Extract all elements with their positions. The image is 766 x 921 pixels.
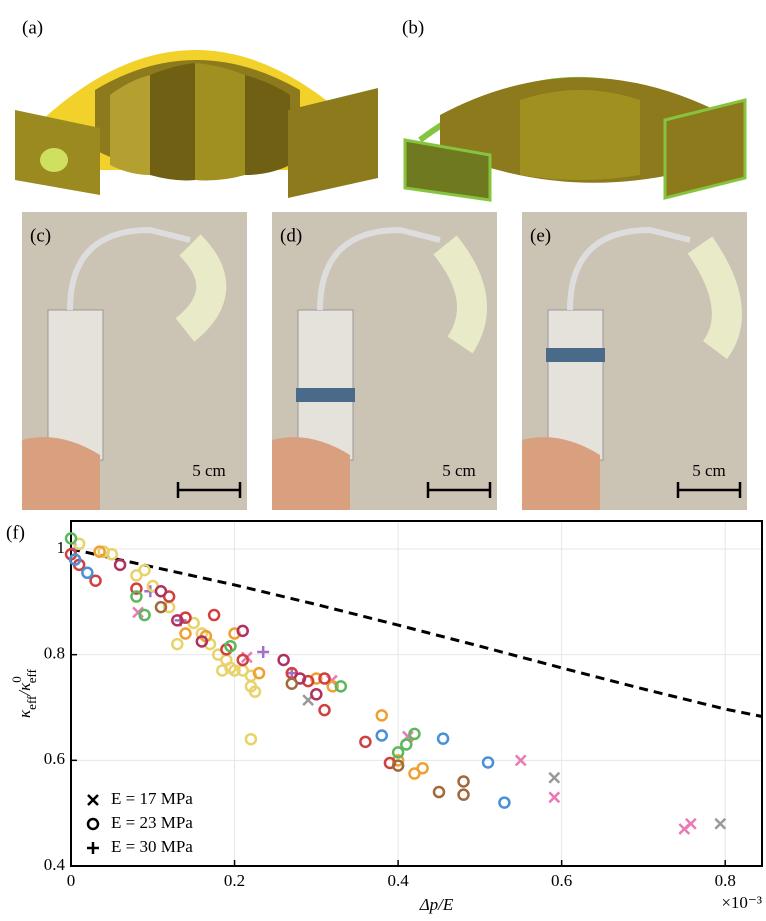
y-tick-label: 0.4 (44, 855, 66, 874)
point (418, 763, 428, 773)
figure: (a) (b) (c) (d) (e) 5 cm 5 (0, 0, 766, 921)
panel-label: (b) (402, 17, 424, 38)
point (115, 560, 125, 570)
x-axis-label: Δp/E (419, 895, 454, 914)
y-label-part: eff (24, 695, 39, 710)
y-tick-label: 1 (57, 538, 66, 557)
y-tick-label: 0.8 (44, 644, 65, 663)
point (549, 792, 559, 802)
point (82, 568, 92, 578)
point (180, 629, 190, 639)
point (91, 576, 101, 586)
legend-marker (87, 842, 99, 854)
panel-label: (f) (6, 522, 25, 543)
x-tick-label: 0.8 (715, 871, 736, 890)
scale-label: 5 cm (192, 461, 226, 480)
point (459, 776, 469, 786)
scale-label: 5 cm (692, 461, 726, 480)
render-a (15, 50, 378, 198)
point (360, 737, 370, 747)
legend-label: E = 17 MPa (111, 789, 193, 808)
point (686, 819, 696, 829)
point (438, 734, 448, 744)
x-tick-label: 0.2 (224, 871, 245, 890)
y-label-part: eff (24, 668, 39, 683)
panel-label: (e) (530, 225, 551, 246)
point (172, 639, 182, 649)
panel-label: (d) (280, 225, 302, 246)
chart: 0 0.2 0.4 0.6 0.8 0.4 0.6 0.8 1 Δp/E ×10⁻³ κeff/κ0e… (9, 521, 762, 914)
point (287, 679, 297, 689)
panel-label: (c) (30, 225, 51, 246)
x-tick-label: 0 (67, 871, 76, 890)
point (377, 710, 387, 720)
point (401, 739, 411, 749)
render-b (405, 78, 745, 201)
y-axis-label: κeff/κ0eff (9, 668, 39, 718)
x-multiplier: ×10⁻³ (721, 893, 762, 912)
point (499, 798, 509, 808)
point (483, 757, 493, 767)
point (715, 819, 725, 829)
legend-marker (88, 819, 98, 829)
point (459, 790, 469, 800)
point (320, 705, 330, 715)
point (311, 689, 321, 699)
point (279, 655, 289, 665)
point (246, 734, 256, 744)
point (209, 610, 219, 620)
point (257, 646, 269, 658)
legend-label: E = 30 MPa (111, 837, 193, 856)
point (549, 773, 559, 783)
x-tick-label: 0.6 (551, 871, 572, 890)
point (434, 787, 444, 797)
legend-marker (88, 795, 98, 805)
y-label-part: 0 (9, 676, 24, 683)
y-tick-label: 0.6 (44, 749, 65, 768)
x-tick-label: 0.4 (387, 871, 409, 890)
legend-label: E = 23 MPa (111, 813, 193, 832)
panel-label: (a) (22, 17, 43, 38)
scale-label: 5 cm (442, 461, 476, 480)
model-curve (71, 549, 762, 716)
point (156, 586, 166, 596)
point (377, 731, 387, 741)
